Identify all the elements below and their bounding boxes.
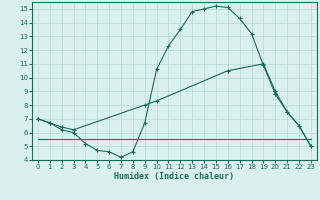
X-axis label: Humidex (Indice chaleur): Humidex (Indice chaleur) [115,172,234,181]
